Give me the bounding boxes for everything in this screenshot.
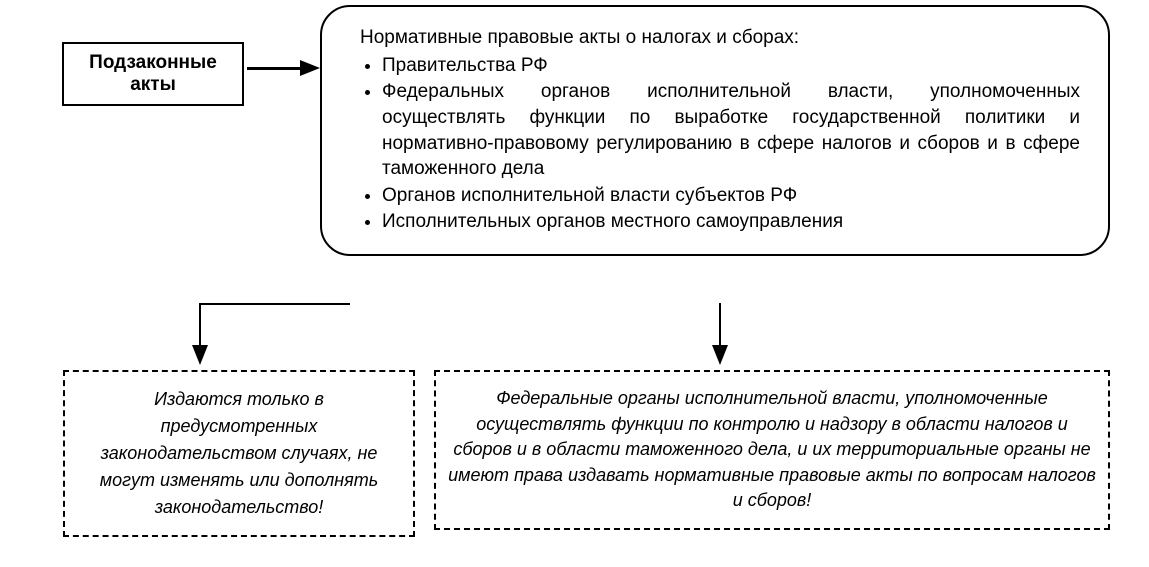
arrow-note2-v — [719, 303, 721, 349]
arrow-note1-v — [199, 303, 201, 349]
main-list-item: Правительства РФ — [382, 53, 1080, 79]
note1-box: Издаются только в предусмотренных законо… — [63, 370, 415, 537]
arrow-main-head — [300, 60, 320, 76]
source-box: Подзаконные акты — [62, 42, 244, 106]
note2-box: Федеральные органы исполнительной власти… — [434, 370, 1110, 530]
source-line2: акты — [78, 74, 228, 96]
main-heading: Нормативные правовые акты о налогах и сб… — [360, 25, 1080, 51]
main-list-item: Исполнительных органов местного самоупра… — [382, 209, 1080, 235]
main-list-item: Органов исполнительной власти субъектов … — [382, 183, 1080, 209]
arrow-main-line — [247, 67, 302, 70]
note2-text: Федеральные органы исполнительной власти… — [448, 388, 1096, 510]
note1-text: Издаются только в предусмотренных законо… — [100, 389, 379, 517]
arrow-note2-head — [712, 345, 728, 365]
source-line1: Подзаконные — [78, 52, 228, 74]
main-box: Нормативные правовые акты о налогах и сб… — [320, 5, 1110, 256]
main-list-item: Федеральных органов исполнительной власт… — [382, 79, 1080, 182]
arrow-note1-h — [200, 303, 350, 305]
main-list: Правительства РФФедеральных органов испо… — [360, 53, 1080, 235]
arrow-note1-head — [192, 345, 208, 365]
